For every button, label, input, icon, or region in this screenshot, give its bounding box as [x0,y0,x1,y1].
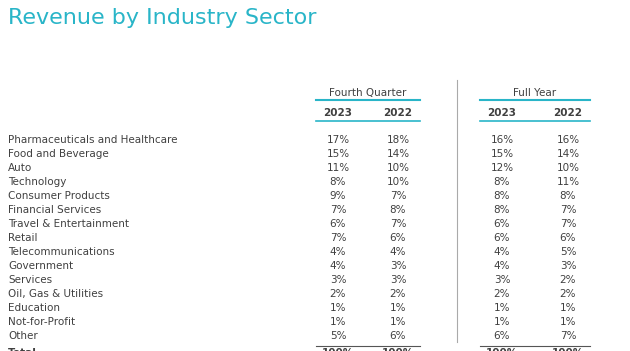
Text: 4%: 4% [390,247,406,257]
Text: 1%: 1% [559,303,576,313]
Text: 3%: 3% [329,275,346,285]
Text: 7%: 7% [329,233,346,243]
Text: 7%: 7% [390,191,406,201]
Text: 10%: 10% [386,177,410,187]
Text: 3%: 3% [390,275,406,285]
Text: 2022: 2022 [554,108,583,118]
Text: 1%: 1% [494,303,510,313]
Text: Retail: Retail [8,233,38,243]
Text: Not-for-Profit: Not-for-Profit [8,317,75,327]
Text: 18%: 18% [386,135,410,145]
Text: Revenue by Industry Sector: Revenue by Industry Sector [8,8,316,28]
Text: 100%: 100% [322,348,354,351]
Text: 7%: 7% [559,205,576,215]
Text: 2023: 2023 [323,108,353,118]
Text: 1%: 1% [559,317,576,327]
Text: 7%: 7% [559,331,576,341]
Text: 8%: 8% [390,205,406,215]
Text: 2%: 2% [559,275,576,285]
Text: Oil, Gas & Utilities: Oil, Gas & Utilities [8,289,103,299]
Text: 8%: 8% [494,205,510,215]
Text: 1%: 1% [329,303,346,313]
Text: 4%: 4% [494,247,510,257]
Text: 2%: 2% [329,289,346,299]
Text: Technology: Technology [8,177,66,187]
Text: Telecommunications: Telecommunications [8,247,115,257]
Text: 15%: 15% [490,149,513,159]
Text: 6%: 6% [390,233,406,243]
Text: 15%: 15% [326,149,350,159]
Text: 100%: 100% [486,348,518,351]
Text: 8%: 8% [559,191,576,201]
Text: Financial Services: Financial Services [8,205,101,215]
Text: 2023: 2023 [488,108,517,118]
Text: Pharmaceuticals and Healthcare: Pharmaceuticals and Healthcare [8,135,178,145]
Text: 2%: 2% [390,289,406,299]
Text: 10%: 10% [386,163,410,173]
Text: 10%: 10% [556,163,580,173]
Text: 6%: 6% [559,233,576,243]
Text: 16%: 16% [490,135,513,145]
Text: 8%: 8% [329,177,346,187]
Text: Full Year: Full Year [513,88,556,98]
Text: 1%: 1% [329,317,346,327]
Text: 8%: 8% [494,177,510,187]
Text: 3%: 3% [494,275,510,285]
Text: Education: Education [8,303,60,313]
Text: 3%: 3% [559,261,576,271]
Text: 7%: 7% [390,219,406,229]
Text: 7%: 7% [329,205,346,215]
Text: 1%: 1% [494,317,510,327]
Text: 7%: 7% [559,219,576,229]
Text: 17%: 17% [326,135,350,145]
Text: Other: Other [8,331,38,341]
Text: Consumer Products: Consumer Products [8,191,110,201]
Text: 16%: 16% [556,135,580,145]
Text: 100%: 100% [552,348,584,351]
Text: 4%: 4% [329,247,346,257]
Text: 2022: 2022 [384,108,413,118]
Text: 6%: 6% [329,219,346,229]
Text: Fourth Quarter: Fourth Quarter [329,88,407,98]
Text: 6%: 6% [494,233,510,243]
Text: 2%: 2% [494,289,510,299]
Text: 100%: 100% [382,348,414,351]
Text: Auto: Auto [8,163,32,173]
Text: Total: Total [8,348,37,351]
Text: 9%: 9% [329,191,346,201]
Text: 8%: 8% [494,191,510,201]
Text: 5%: 5% [559,247,576,257]
Text: Travel & Entertainment: Travel & Entertainment [8,219,129,229]
Text: Food and Beverage: Food and Beverage [8,149,109,159]
Text: Government: Government [8,261,73,271]
Text: 11%: 11% [556,177,580,187]
Text: 4%: 4% [494,261,510,271]
Text: 1%: 1% [390,317,406,327]
Text: 11%: 11% [326,163,350,173]
Text: 14%: 14% [386,149,410,159]
Text: 4%: 4% [329,261,346,271]
Text: 6%: 6% [390,331,406,341]
Text: 12%: 12% [490,163,513,173]
Text: 1%: 1% [390,303,406,313]
Text: 6%: 6% [494,331,510,341]
Text: 5%: 5% [329,331,346,341]
Text: Services: Services [8,275,52,285]
Text: 6%: 6% [494,219,510,229]
Text: 3%: 3% [390,261,406,271]
Text: 2%: 2% [559,289,576,299]
Text: 14%: 14% [556,149,580,159]
